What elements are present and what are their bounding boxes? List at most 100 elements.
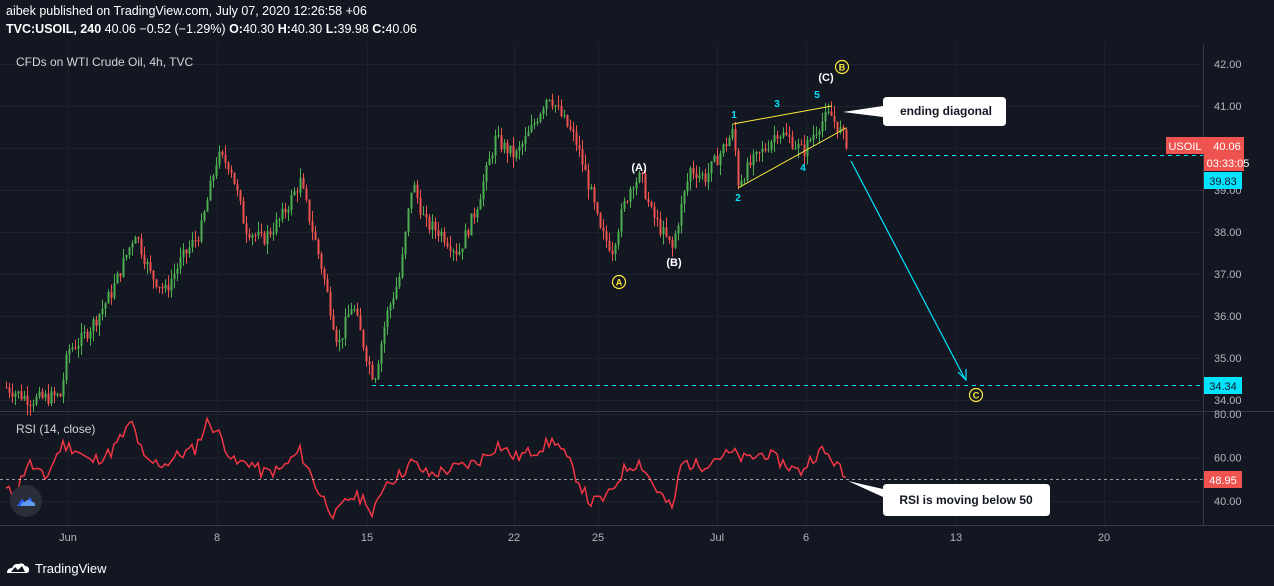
candle-body [269,231,272,235]
wave-label-primary-b: B [834,59,850,75]
time-axis[interactable]: Jun 8 15 22 25 Jul 6 13 20 [59,532,1110,544]
rsi-axis[interactable]: 80.00 60.00 40.00 [1214,409,1242,508]
svg-text:B: B [839,63,846,73]
candle-body [275,219,278,233]
candle-body [683,191,686,204]
candle-body [338,339,341,343]
candle-body [158,286,161,288]
candle-body [830,111,833,116]
candle-body [428,217,431,230]
candle-body [140,238,143,255]
candle-body [68,348,71,355]
candle-body [293,191,296,196]
time-tick-label: 15 [361,532,373,544]
rsi-tick-label: 60.00 [1214,453,1242,465]
candle-body [434,221,437,231]
low-value: 39.98 [337,22,369,36]
tradingview-logo-icon [7,563,29,573]
candle-body [470,213,473,236]
price-label-usoil: USOIL 40.06 03:33:05 [1166,137,1249,171]
candle-body [500,135,503,150]
candle-body [323,268,326,280]
candle-body [608,240,611,251]
candle-body [149,262,152,271]
candle-body [758,151,761,153]
candle-body [785,132,788,135]
candle-body [659,219,662,235]
candle-body [413,184,416,193]
price-tick-label: 42.00 [1214,59,1242,71]
candle-body [593,187,596,203]
price-axis[interactable]: 42.0041.0040.0039.0038.0037.0036.0035.00… [1214,59,1242,407]
projection-arrow[interactable] [850,160,967,382]
svg-text:48.95: 48.95 [1209,475,1237,487]
candle-body [32,404,35,406]
candle-body [572,129,575,132]
candle-body [497,135,500,137]
candle-body [77,345,80,349]
candle-body [527,131,530,136]
candle-body [836,121,839,133]
candle-body [503,142,506,150]
candle-body [638,172,641,182]
candle-body [47,393,50,404]
candle-body [65,354,68,380]
candle-body [20,391,23,400]
candle-body [359,315,362,331]
price-grid [0,44,1203,525]
candle-body [179,257,182,269]
callout-rsi-text: RSI is moving below 50 [899,493,1033,507]
candle-body [137,237,140,239]
candle-body [566,115,569,127]
candle-body [431,221,434,230]
candle-body [596,202,599,214]
candle-body [476,209,479,218]
candle-body [458,252,461,255]
candle-body [725,144,728,147]
callout-rsi[interactable]: RSI is moving below 50 [848,481,1050,516]
candle-body [146,262,149,265]
candle-body [353,308,356,310]
candle-body [62,379,65,397]
candle-body [251,235,254,238]
candle-body [80,332,83,346]
ending-diagonal-wedge[interactable] [732,105,847,189]
candle-body [164,284,167,289]
candle-body [569,126,572,130]
candle-body [467,230,470,236]
candle-body [542,108,545,114]
candle-body [92,319,95,332]
rsi-tick-label: 80.00 [1214,409,1242,421]
candle-body [257,231,260,236]
candle-body [782,132,785,137]
candle-body [386,310,389,328]
svg-text:40.06: 40.06 [1213,141,1241,153]
candle-body [347,314,350,318]
time-tick-label: 13 [950,532,962,544]
candle-body [425,214,428,218]
candle-body [86,331,89,339]
candle-body [509,145,512,154]
close-label: C: [372,22,386,36]
candle-body [290,195,293,210]
candle-body [512,145,515,158]
time-tick-label: 8 [214,532,220,544]
candle-body [17,391,20,394]
wave-label-1: 1 [731,110,737,121]
candle-body [254,235,257,237]
callout-ending-diagonal[interactable]: ending diagonal [843,97,1006,126]
candle-body [680,203,683,226]
high-value: 40.30 [290,22,323,36]
candle-body [491,155,494,159]
tradingview-cloud-icon[interactable] [10,485,42,517]
candle-body [728,138,731,147]
candle-body [110,291,113,298]
candle-body [731,128,734,139]
candle-body [632,188,635,190]
candle-body [776,135,779,139]
candlestick-series [5,93,848,416]
candle-body [260,231,263,234]
footer-brand[interactable]: TradingView [6,558,107,578]
candle-body [743,180,746,182]
